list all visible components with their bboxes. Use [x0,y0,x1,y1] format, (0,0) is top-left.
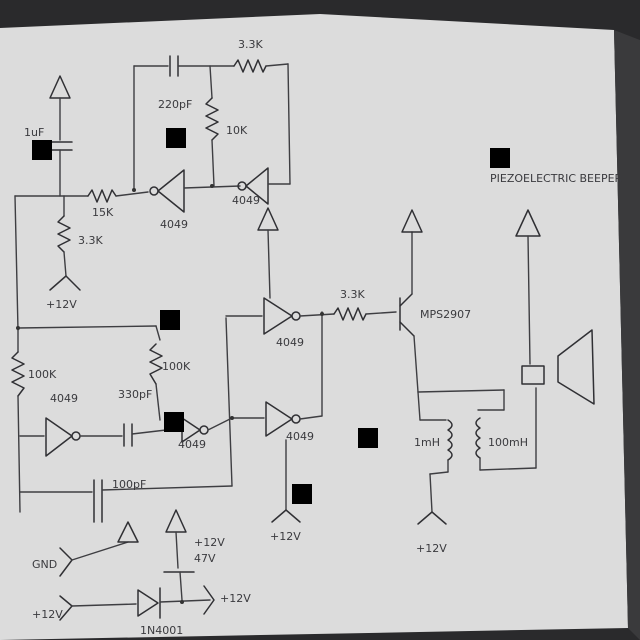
redaction-block [166,128,186,148]
label-res-3k3-center: 3.3K [340,288,365,301]
junction-dot [230,416,234,420]
inverter-mid-3 [265,401,293,437]
label-inv-center: 4049 [276,336,304,349]
inverter-center [263,297,293,335]
supply-fork-mid [271,509,301,523]
label-res-10k: 10K [226,124,248,137]
label-diode: 1N4001 [140,624,183,637]
label-reg-out: +12V [220,592,251,605]
redaction-block [490,148,510,168]
redaction-block [32,140,52,160]
label-res-15k: 15K [92,206,114,219]
label-supply-mid: +12V [270,530,301,543]
label-supply-center: +12V [416,542,447,555]
label-reg-val: 47V [194,552,216,565]
inverter-mid-1 [45,417,73,457]
label-res-100k-left: 100K [28,368,57,381]
resistor-3k3-left [57,215,71,253]
label-res-3k3-top: 3.3K [238,38,263,51]
label-cap-left-top: 1uF [24,126,44,139]
label-in-power: +12V [32,608,63,621]
label-inv-mid-1: 4049 [50,392,78,405]
inductor-1mh [447,419,453,461]
junction-dot [210,184,214,188]
resistor-3k3-center [333,307,367,321]
label-res-100k-mid: 100K [162,360,191,373]
diode-1n4001 [137,589,159,617]
redaction-block [164,412,184,432]
junction-dot [180,600,184,604]
label-inv-mid-2: 4049 [178,438,206,451]
resistor-15k [87,189,117,203]
resistor-100k-mid [149,343,163,385]
supply-fork-right [417,511,447,525]
supply-arrow-transistor [401,209,423,233]
label-gnd: GND [32,558,57,571]
label-inv-mid-3: 4049 [286,430,314,443]
label-inductor-1mh: 1mH [414,436,440,449]
inverter-top-1 [157,169,185,213]
label-cap-top: 220pF [158,98,192,111]
label-reg: +12V [194,536,225,549]
gnd-arrow [117,521,139,543]
label-inv-top-2: 4049 [232,194,260,207]
label-piezo: PIEZOELECTRIC BEEPER [490,172,623,185]
inverter-top-2 [245,167,269,205]
junction-dot [16,326,20,330]
speaker-horn [557,329,595,405]
inductor-100mh [475,417,481,459]
paper-sheet [0,14,628,640]
label-inv-top-1: 4049 [160,218,188,231]
redaction-block [292,484,312,504]
resistor-100k-left [11,351,25,397]
supply-fork-output [203,585,215,615]
label-cap-bottom: 100pF [112,478,146,491]
supply-fork-left [49,275,81,291]
label-inductor-100mh: 100mH [488,436,528,449]
piezo-element [521,365,545,385]
redaction-block [358,428,378,448]
resistor-3k3-top [233,59,267,73]
junction-dot [320,312,324,316]
redaction-block [160,310,180,330]
label-supply-left: +12V [46,298,77,311]
resistor-10k [205,97,219,141]
label-cap-mid: 330pF [118,388,152,401]
paper-shadow [614,30,640,640]
junction-dot [132,188,136,192]
label-res-3k3-left: 3.3K [78,234,103,247]
label-transistor: MPS2907 [420,308,471,321]
